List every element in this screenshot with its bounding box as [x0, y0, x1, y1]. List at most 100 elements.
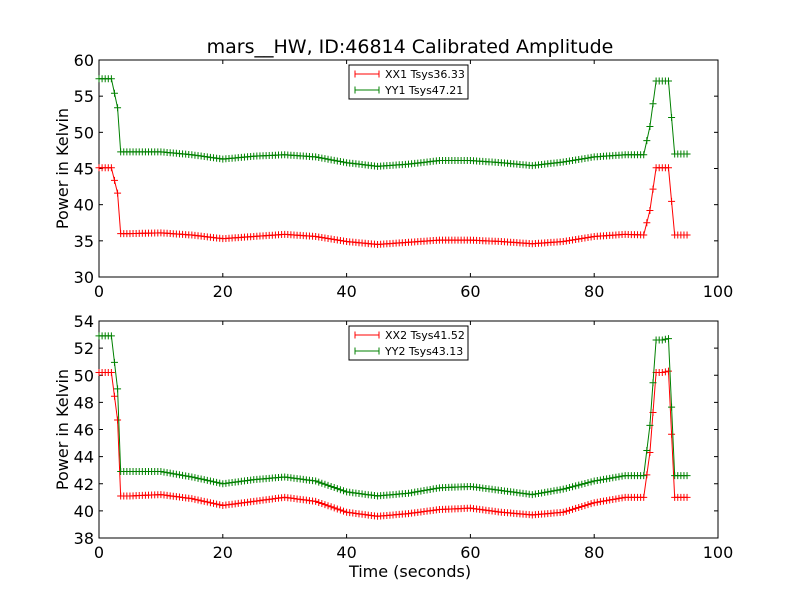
data-point-marker [606, 496, 614, 504]
data-point-marker [321, 155, 329, 163]
data-point-marker [643, 219, 651, 227]
x-tick-label: 60 [460, 543, 480, 562]
data-point-marker [658, 336, 666, 344]
data-point-marker [569, 505, 577, 513]
data-point-marker [544, 488, 552, 496]
data-point-marker [565, 157, 573, 165]
data-point-marker [200, 497, 208, 505]
data-point-marker [603, 497, 611, 505]
data-point-marker [593, 498, 601, 506]
data-point-marker [203, 476, 211, 484]
data-point-marker [110, 392, 118, 400]
data-point-marker [559, 238, 567, 246]
y-tick-label: 40 [74, 502, 94, 521]
subplot-2: 0 20 40 60 80 100 38 40 42 44 46 48 50 52 54 Power in K… [53, 312, 733, 562]
data-point-marker [649, 185, 657, 193]
data-point-marker [336, 158, 344, 166]
data-point-marker [609, 474, 617, 482]
data-point-marker [185, 472, 193, 480]
data-point-marker [562, 157, 570, 165]
data-point-marker [166, 469, 174, 477]
data-point-marker [565, 506, 573, 514]
data-point-marker [578, 503, 586, 511]
data-point-marker [312, 497, 320, 505]
data-point-marker [590, 477, 598, 485]
data-point-marker [599, 497, 607, 505]
data-point-marker [664, 367, 672, 375]
data-point-marker [330, 504, 338, 512]
data-point-marker [640, 231, 648, 239]
data-point-marker [643, 447, 651, 455]
data-point-marker [318, 234, 326, 242]
y-tick-label: 50 [74, 123, 94, 142]
legend: XX1 Tsys36.33 YY1 Tsys47.21 [348, 64, 469, 100]
data-point-marker [640, 493, 648, 501]
data-point-marker [572, 236, 580, 244]
data-point-marker [646, 421, 654, 429]
data-point-marker [336, 486, 344, 494]
data-point-marker [618, 494, 626, 502]
data-point-marker [315, 498, 323, 506]
data-point-marker [414, 488, 422, 496]
y-tick-label: 55 [74, 87, 94, 106]
legend-label: XX1 Tsys36.33 [385, 68, 465, 81]
data-point-marker [324, 481, 332, 489]
data-point-marker [340, 487, 348, 495]
data-point-marker [213, 500, 221, 508]
x-tick-label: 0 [94, 543, 104, 562]
data-point-marker [661, 368, 669, 376]
data-point-marker [668, 114, 676, 122]
data-point-marker [114, 189, 122, 197]
x-tick-label: 100 [703, 282, 734, 301]
data-point-marker [615, 494, 623, 502]
y-tick-label: 48 [74, 393, 94, 412]
data-point-marker [408, 489, 416, 497]
x-tick-label: 80 [584, 543, 604, 562]
x-tick-label: 20 [213, 543, 233, 562]
data-point-marker [565, 237, 573, 245]
y-tick-label: 40 [74, 196, 94, 215]
data-point-marker [315, 233, 323, 241]
data-point-marker [646, 206, 654, 214]
data-point-marker [200, 476, 208, 484]
data-point-marker [661, 335, 669, 343]
data-point-marker [609, 495, 617, 503]
data-point-marker [562, 484, 570, 492]
data-point-marker [327, 503, 335, 511]
data-point-marker [191, 474, 199, 482]
data-point-marker [565, 484, 573, 492]
data-point-marker [191, 495, 199, 503]
x-tick-label: 100 [703, 543, 734, 562]
data-point-marker [405, 489, 412, 497]
data-point-marker [612, 473, 620, 481]
data-point-marker [423, 486, 431, 494]
data-point-marker [333, 157, 341, 165]
data-point-marker [618, 472, 626, 480]
data-point-marker [683, 150, 691, 158]
y-tick-label: 38 [74, 529, 94, 548]
data-point-marker [194, 474, 202, 482]
data-point-marker [569, 156, 577, 164]
legend-label: YY2 Tsys43.13 [384, 345, 463, 358]
data-point-marker [197, 475, 205, 483]
data-point-marker [429, 485, 437, 493]
y-axis-title: Power in Kelvin [53, 369, 72, 490]
data-point-marker [157, 468, 165, 476]
data-point-marker [216, 479, 224, 487]
y-axis-title: Power in Kelvin [53, 108, 72, 229]
data-point-marker [107, 332, 115, 340]
data-point-marker [559, 158, 567, 166]
data-point-marker [596, 476, 604, 484]
subplot-1: 0 20 40 60 80 100 30 35 40 45 50 55 60 Power in Kelvi… [53, 51, 733, 301]
data-point-marker [432, 484, 440, 492]
x-tick-label: 80 [584, 282, 604, 301]
data-point-marker [559, 485, 567, 493]
data-point-marker [327, 156, 335, 164]
x-axis-title: Time (seconds) [348, 562, 471, 581]
data-point-marker [581, 154, 589, 162]
data-point-marker [578, 155, 586, 163]
data-point-marker [321, 501, 329, 509]
data-point-marker [216, 501, 224, 509]
data-point-marker [312, 232, 320, 240]
